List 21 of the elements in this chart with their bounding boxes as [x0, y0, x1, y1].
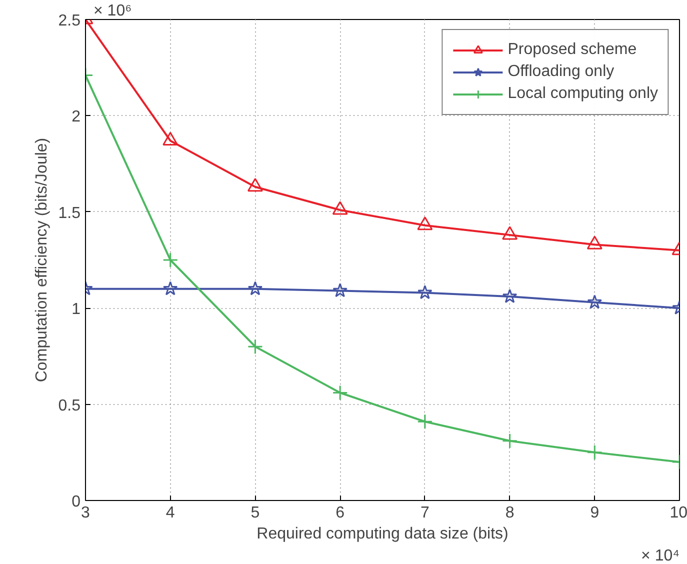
legend-label: Local computing only: [508, 85, 658, 103]
x-tick-label: 9: [590, 504, 600, 522]
x-tick-label: 7: [420, 504, 430, 522]
x-tick-label: 4: [166, 504, 175, 522]
text: × 10⁴: [641, 548, 680, 564]
y-tick-label: 0: [72, 494, 81, 510]
y-tick-label: 1: [72, 301, 81, 318]
y-axis-title: Computation efficiency (bits/Joule): [33, 138, 50, 382]
legend-label: Offloading only: [508, 63, 614, 81]
y-tick-label: 2: [72, 108, 81, 126]
y-tick-label: 2.5: [58, 12, 81, 30]
legend-label: Proposed scheme: [508, 41, 637, 59]
x-tick-label: 3: [81, 504, 90, 522]
x-tick-label: 10: [670, 504, 687, 522]
x-tick-label: 5: [250, 504, 260, 522]
x-axis-title: Required computing data size (bits): [256, 526, 508, 542]
annotation: × 10⁶: [94, 2, 132, 20]
x-tick-label: 8: [505, 504, 514, 522]
y-tick-label: 1.5: [58, 204, 81, 222]
y-tick-label: 0.5: [58, 397, 81, 414]
x-tick-label: 6: [336, 504, 345, 522]
